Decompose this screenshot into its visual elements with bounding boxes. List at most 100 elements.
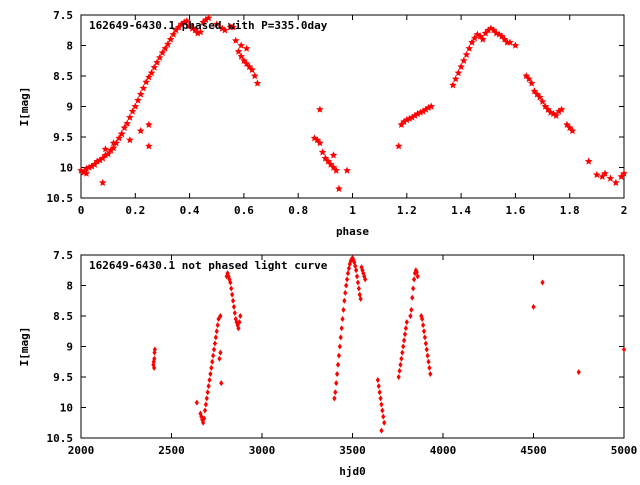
data-point <box>212 20 221 28</box>
data-point <box>232 36 240 44</box>
data-point <box>353 262 358 269</box>
data-point <box>208 370 213 377</box>
data-point <box>169 30 178 38</box>
data-point <box>335 184 343 193</box>
data-point <box>215 322 220 329</box>
y-axis-label: I[mag] <box>18 327 31 367</box>
data-point <box>155 53 164 61</box>
data-point <box>334 380 339 387</box>
x-tick-label: 0.4 <box>180 204 200 217</box>
x-tick-label: 0 <box>78 204 85 217</box>
y-tick-label: 7.5 <box>53 249 73 262</box>
data-point <box>344 276 350 283</box>
data-point <box>465 44 473 52</box>
data-point <box>410 294 415 301</box>
data-point <box>416 108 425 116</box>
data-point <box>329 163 338 171</box>
data-point <box>460 56 468 64</box>
data-point <box>98 154 107 162</box>
data-point <box>136 126 145 135</box>
data-point <box>90 160 99 168</box>
data-point <box>487 24 495 32</box>
chart-panel-2: 2000 2500 3000 3500 4000 4500 5000 7.5 8 8.5 9 9.5 1… <box>18 249 637 478</box>
data-point <box>231 303 237 310</box>
data-point <box>139 84 148 92</box>
data-point <box>207 377 212 384</box>
y-tick-label: 9 <box>66 341 73 354</box>
data-point <box>421 328 427 335</box>
data-point <box>232 309 237 316</box>
x-tick-label: 1.4 <box>451 204 471 217</box>
data-point <box>126 113 134 121</box>
data-point <box>126 136 134 144</box>
data-point <box>341 306 346 313</box>
data-point <box>204 14 213 22</box>
data-point <box>342 297 347 304</box>
data-point <box>411 276 417 283</box>
data-point <box>563 120 571 128</box>
y-tick-label: 10.5 <box>47 432 74 445</box>
data-point <box>525 75 533 83</box>
data-point <box>230 297 236 304</box>
data-point <box>506 38 514 46</box>
data-point <box>378 395 383 402</box>
data-point <box>536 93 544 101</box>
x-axis-label: phase <box>336 225 369 238</box>
data-point <box>403 115 411 124</box>
data-point <box>96 156 104 164</box>
data-point <box>351 256 356 263</box>
data-point <box>343 289 348 296</box>
x-tick-label: 0.6 <box>234 204 254 217</box>
data-point <box>234 47 243 55</box>
data-point <box>484 26 493 34</box>
data-point <box>449 81 457 89</box>
data-point <box>193 29 202 37</box>
data-point <box>213 334 218 341</box>
data-point <box>420 316 425 323</box>
data-point <box>379 427 384 434</box>
y-tick-label: 10 <box>60 402 73 415</box>
chart-panel-1: 0 0.2 0.4 0.6 0.8 1 1.2 1.4 1.6 1.8 2 7.5 8 8.5 9 9.5 10… <box>18 9 628 238</box>
data-point <box>318 148 327 156</box>
data-point <box>593 170 601 179</box>
y-tick-label: 8 <box>66 280 73 293</box>
x-tick-label: 5000 <box>611 444 638 457</box>
data-point <box>419 313 424 319</box>
data-point <box>489 26 498 34</box>
data-point <box>153 58 161 66</box>
data-point <box>131 102 140 110</box>
data-point <box>408 313 413 319</box>
data-point <box>584 157 593 165</box>
data-point <box>150 63 159 71</box>
data-point <box>211 346 217 353</box>
x-tick-label: 4000 <box>430 444 457 457</box>
data-point <box>109 144 118 152</box>
data-point <box>568 126 577 135</box>
data-point <box>228 279 233 286</box>
data-point <box>152 346 157 353</box>
data-point <box>357 291 362 298</box>
data-point <box>425 352 430 359</box>
data-point <box>380 407 385 414</box>
data-point <box>211 352 216 359</box>
data-point <box>253 79 262 87</box>
data-point <box>397 120 406 128</box>
data-point <box>219 380 224 387</box>
data-point <box>415 273 420 280</box>
data-point <box>214 328 219 335</box>
data-point <box>82 164 91 172</box>
data-point <box>457 62 465 71</box>
y-tick-label: 9 <box>66 101 73 114</box>
data-point <box>422 334 427 341</box>
data-point <box>218 349 223 356</box>
data-point <box>598 172 607 180</box>
x-tick-label: 3500 <box>339 444 366 457</box>
data-point <box>180 18 188 26</box>
data-point <box>202 407 208 414</box>
data-point <box>360 267 365 274</box>
x-tick-label: 2000 <box>68 444 95 457</box>
data-point <box>236 325 241 332</box>
data-point <box>422 105 430 113</box>
data-point <box>347 261 352 268</box>
data-point <box>88 162 96 170</box>
